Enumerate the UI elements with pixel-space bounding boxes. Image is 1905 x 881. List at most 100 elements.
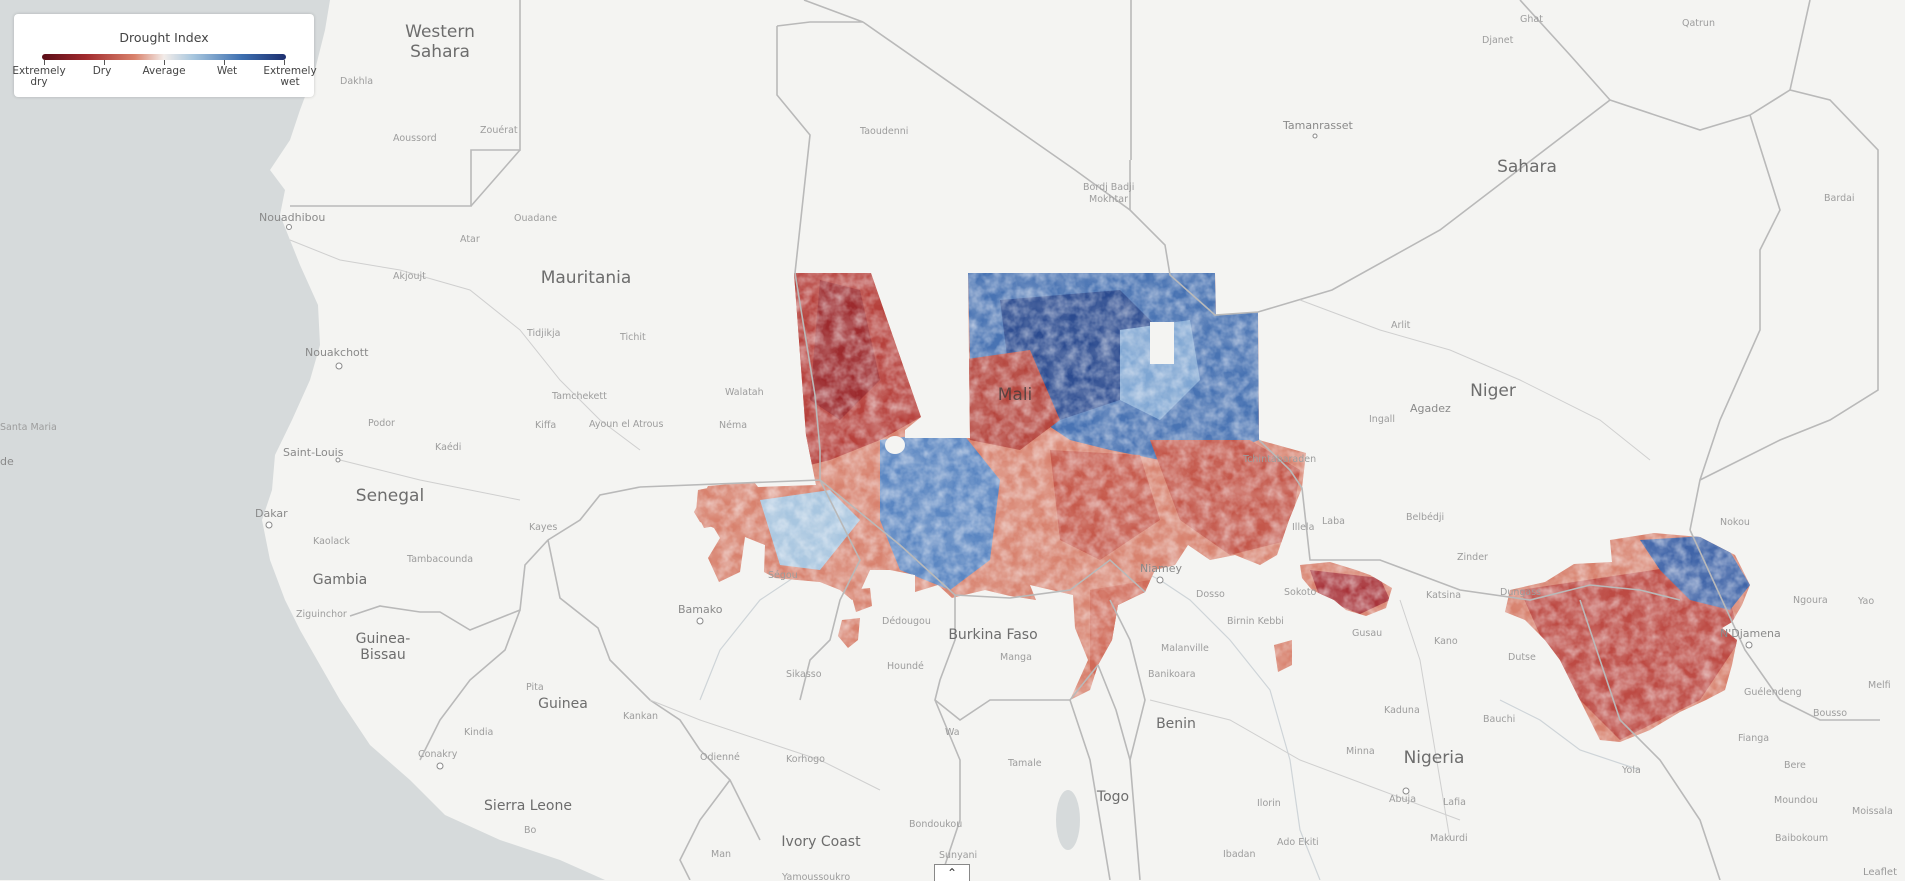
city-dedougou: Dédougou — [882, 616, 931, 627]
city-qatrun: Qatrun — [1682, 18, 1715, 29]
city-fianga: Fianga — [1738, 733, 1769, 744]
label-togo: Togo — [1096, 789, 1129, 805]
city-gusau: Gusau — [1352, 628, 1382, 639]
city-tamanrasset: Tamanrasset — [1282, 119, 1354, 132]
city-wa: Wa — [945, 727, 960, 738]
label-ivory-coast: Ivory Coast — [781, 834, 861, 850]
city-dakar: Dakar — [255, 507, 288, 520]
legend-title: Drought Index — [119, 30, 209, 45]
city-mentabaraden: Tchintabaraden — [1242, 454, 1316, 465]
city-bauchi: Bauchi — [1483, 714, 1515, 725]
city-belbedji: Belbédji — [1406, 512, 1444, 523]
city-ingall: Ingall — [1369, 414, 1395, 425]
legend-label-text: Wet — [216, 65, 238, 77]
label-sahara: Sahara — [1497, 157, 1557, 177]
label-senegal: Senegal — [356, 486, 424, 506]
label-burkina-faso: Burkina Faso — [948, 627, 1037, 643]
legend-label-dry: Dry — [93, 66, 112, 77]
label-gambia: Gambia — [313, 572, 367, 588]
city-de: de — [0, 455, 14, 468]
city-ilorin: Ilorin — [1257, 798, 1281, 809]
city-kaduna: Kaduna — [1384, 705, 1420, 716]
city-bordj-1: Bordj Badji — [1083, 182, 1134, 193]
city-saint-louis: Saint-Louis — [283, 446, 344, 459]
raster-gap — [1150, 322, 1174, 364]
city-nokou: Nokou — [1720, 517, 1750, 528]
dot-nouadhibou — [286, 224, 292, 230]
city-kindia: Kindia — [464, 727, 493, 738]
drought-legend: Drought Index Extremely dry Dry Average … — [12, 14, 317, 97]
label-guinea-bissau-1: Guinea- — [356, 631, 411, 647]
city-podor: Podor — [368, 418, 395, 429]
city-nouakchott: Nouakchott — [305, 346, 369, 359]
city-nema: Néma — [719, 420, 747, 431]
city-dakhla: Dakhla — [340, 76, 373, 87]
city-niamey: Niamey — [1140, 562, 1183, 575]
map-attribution[interactable]: Leaflet — [1862, 867, 1897, 878]
label-nigeria: Nigeria — [1404, 748, 1465, 768]
raster-gap-2 — [885, 436, 905, 454]
city-nouadhibou: Nouadhibou — [259, 211, 325, 224]
city-man: Man — [711, 849, 731, 860]
city-birnin: Birnin Kebbi — [1227, 616, 1284, 627]
city-dungass: Dungass — [1500, 587, 1541, 598]
city-segou: Ségou — [768, 570, 798, 581]
city-zinder: Zinder — [1457, 552, 1488, 563]
city-bere: Bere — [1784, 760, 1806, 771]
city-bardai: Bardai — [1824, 193, 1855, 204]
city-ngoura: Ngoura — [1793, 595, 1828, 606]
city-djanet: Djanet — [1482, 35, 1514, 46]
city-sikasso: Sikasso — [786, 669, 822, 680]
label-benin: Benin — [1156, 716, 1196, 732]
city-korhogo: Korhogo — [786, 754, 825, 765]
legend-tick — [284, 60, 285, 65]
city-ado-ekiti: Ado Ekiti — [1277, 837, 1319, 848]
city-bo: Bo — [524, 825, 537, 836]
city-sokoto: Sokoto — [1284, 587, 1317, 598]
city-laba: Laba — [1322, 516, 1345, 527]
city-walatah: Walatah — [725, 387, 764, 398]
city-tamale: Tamale — [1007, 758, 1042, 769]
dot-abuja — [1402, 787, 1410, 795]
city-yola: Yola — [1621, 765, 1641, 776]
city-moundou: Moundou — [1774, 795, 1818, 806]
city-lafia: Lafia — [1443, 797, 1466, 808]
city-minna: Minna — [1346, 746, 1375, 757]
dot-saint-louis — [335, 457, 341, 463]
legend-color-bar — [42, 54, 286, 60]
label-western-sahara-1: Western — [405, 22, 475, 42]
dot-niamey — [1156, 576, 1164, 584]
legend-label-extremely-dry: Extremely dry — [12, 66, 65, 88]
city-zouerat: Zouérat — [480, 125, 518, 136]
dot-tamanrasset — [1312, 133, 1318, 139]
panel-toggle-button[interactable]: ⌃ — [934, 864, 970, 881]
city-tichit: Tichit — [619, 332, 646, 343]
city-ziguinchor: Ziguinchor — [296, 609, 347, 620]
city-tidjikja: Tidjikja — [526, 328, 560, 339]
lake-volta — [1056, 790, 1080, 850]
city-pita: Pita — [526, 682, 544, 693]
legend-label-text: Extremely dry — [12, 65, 66, 88]
legend-label-wet: Wet — [217, 66, 237, 77]
legend-label-text: Extremely wet — [263, 65, 317, 88]
city-taoudenni: Taoudenni — [859, 126, 908, 137]
city-kayes: Kayes — [529, 522, 557, 533]
city-dosso: Dosso — [1196, 589, 1225, 600]
legend-label-average: Average — [142, 66, 185, 77]
city-agadez: Agadez — [1410, 402, 1451, 415]
city-kandi: Banikoara — [1148, 669, 1196, 680]
city-kiffa: Kiffa — [535, 420, 556, 431]
city-sunyani: Sunyani — [939, 850, 977, 861]
label-sierra-leone: Sierra Leone — [484, 798, 572, 814]
city-kaedi: Kaédi — [435, 442, 461, 453]
city-ndjamena: N'Djamena — [1720, 627, 1781, 640]
legend-tick — [104, 60, 105, 65]
dot-nouakchott — [335, 362, 343, 370]
chevron-up-icon: ⌃ — [946, 866, 958, 880]
city-odienne: Odienné — [700, 752, 740, 763]
city-illela: Illela — [1292, 522, 1314, 533]
label-niger: Niger — [1470, 381, 1516, 401]
city-atar: Atar — [460, 234, 480, 245]
label-guinea-bissau-2: Bissau — [360, 647, 406, 663]
